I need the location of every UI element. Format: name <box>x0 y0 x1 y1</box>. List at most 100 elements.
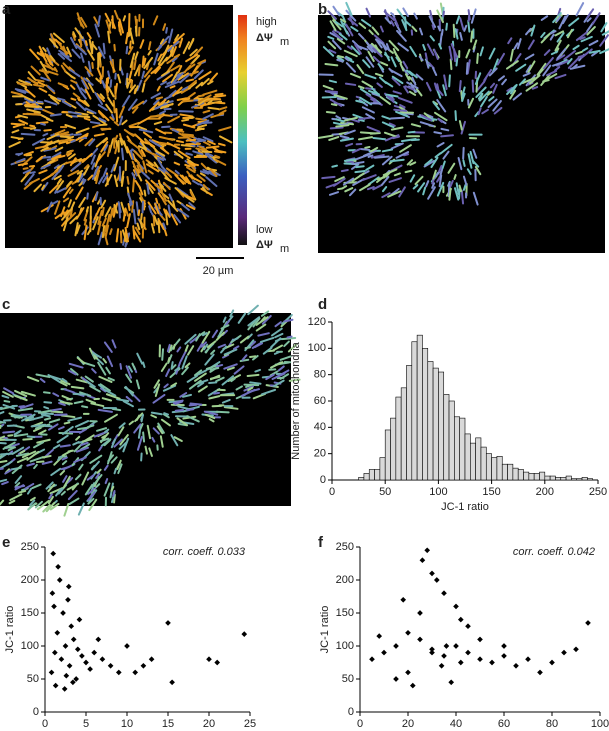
mito <box>138 192 145 202</box>
mito <box>2 403 16 410</box>
mito <box>46 133 60 141</box>
mito <box>189 48 198 57</box>
point <box>429 646 435 653</box>
point <box>477 636 483 643</box>
mito <box>105 81 110 93</box>
mito <box>110 438 117 449</box>
mito <box>381 186 388 193</box>
mito <box>60 465 71 471</box>
mito <box>174 409 185 412</box>
mito <box>113 134 119 143</box>
mito <box>179 392 188 398</box>
y-tick-label: 120 <box>308 316 326 328</box>
mito <box>279 355 292 361</box>
mito <box>107 70 111 80</box>
mito <box>172 72 184 84</box>
mito <box>558 15 567 30</box>
mito <box>175 90 183 95</box>
annotation: corr. coeff. 0.033 <box>163 546 246 558</box>
mito <box>117 201 122 214</box>
mito <box>166 343 171 353</box>
mito <box>158 135 174 141</box>
point <box>56 577 63 583</box>
mito <box>434 111 448 122</box>
point <box>549 659 555 666</box>
mito <box>385 43 391 52</box>
mito <box>192 179 200 186</box>
mito <box>76 169 84 175</box>
bar <box>363 473 370 481</box>
mito <box>63 502 70 517</box>
mito <box>16 89 27 94</box>
mito <box>205 145 220 149</box>
mito <box>71 162 82 171</box>
mito <box>68 188 74 195</box>
mito <box>65 113 73 118</box>
mito <box>59 138 70 142</box>
mito <box>53 164 60 170</box>
mito <box>356 64 365 75</box>
mito <box>199 102 207 109</box>
mito <box>165 27 168 34</box>
mito <box>215 331 226 341</box>
point <box>55 563 61 570</box>
mito <box>459 31 463 41</box>
mito <box>35 460 45 464</box>
point <box>61 686 68 692</box>
mito <box>80 76 90 90</box>
mito <box>98 375 113 383</box>
mito <box>156 85 161 92</box>
mito <box>97 176 104 185</box>
mito <box>159 435 164 448</box>
mito <box>22 437 33 441</box>
mito <box>53 200 61 215</box>
mito <box>142 131 153 139</box>
mito <box>188 174 203 184</box>
point <box>79 653 85 659</box>
scale-bar-label: 20 µm <box>203 265 234 277</box>
mito <box>419 121 435 127</box>
mito <box>75 127 90 134</box>
mito <box>76 426 90 431</box>
mito <box>376 82 383 88</box>
mito <box>95 483 101 489</box>
mito <box>384 16 392 25</box>
mito <box>69 69 81 78</box>
mito <box>475 86 487 98</box>
mito <box>76 114 91 119</box>
mito <box>575 50 583 55</box>
mito <box>271 327 283 337</box>
point <box>400 596 407 603</box>
mito <box>442 10 445 18</box>
mito <box>185 53 199 63</box>
mito <box>67 416 83 422</box>
mito <box>60 64 67 73</box>
mito <box>163 208 167 215</box>
mito <box>166 141 181 150</box>
mito <box>157 45 163 51</box>
mito <box>13 433 29 438</box>
mito <box>110 163 116 173</box>
point <box>443 643 450 649</box>
mito <box>379 61 389 67</box>
mito <box>223 406 239 410</box>
mito <box>47 85 55 93</box>
mito <box>60 206 66 218</box>
mito <box>459 17 465 31</box>
mito <box>2 430 16 434</box>
mito <box>122 207 127 222</box>
mito <box>112 489 116 497</box>
mito <box>191 54 201 64</box>
mito <box>146 182 150 195</box>
mito <box>401 19 408 32</box>
mito <box>372 47 383 58</box>
mito <box>193 369 203 377</box>
bar <box>517 469 524 481</box>
color-bar <box>238 15 247 245</box>
mito <box>344 82 357 86</box>
mito <box>148 101 160 112</box>
mito <box>0 452 14 456</box>
mito <box>8 499 16 505</box>
point <box>489 659 495 666</box>
mito <box>48 418 61 424</box>
